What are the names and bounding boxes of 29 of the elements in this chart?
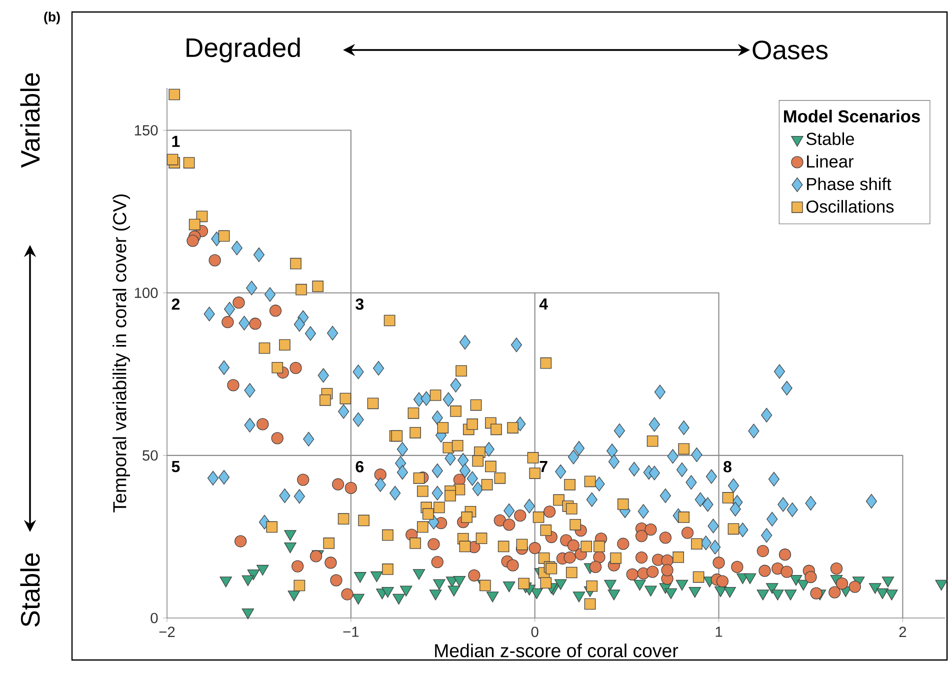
annotation: 4 <box>539 298 548 310</box>
annotation: 1 <box>172 136 180 147</box>
annotation: 3 <box>356 298 364 310</box>
text: Variable <box>20 73 40 168</box>
y-tick-label: 0 <box>150 612 158 624</box>
x-tick-label: −1 <box>343 626 359 637</box>
x-tick-label: 1 <box>716 626 722 637</box>
legend-label: Phase shift <box>807 177 892 190</box>
annotation: 5 <box>172 461 180 472</box>
legend-label: Stable <box>806 132 854 146</box>
y-tick-label: 150 <box>134 125 158 136</box>
annotation: 7 <box>540 461 548 472</box>
legend-label: Linear <box>807 154 854 168</box>
text: Degraded <box>186 38 300 62</box>
x-tick-label: 2 <box>899 626 906 637</box>
text: Stable <box>20 553 40 627</box>
legend-title: Model Scenarios <box>784 110 920 123</box>
x-tick-label: 0 <box>531 626 538 638</box>
text: (b) <box>44 12 60 24</box>
annotation: 2 <box>172 298 180 310</box>
legend-label: Oscillations <box>806 200 894 213</box>
text: Oases <box>752 40 828 60</box>
x-tick-label: −2 <box>159 626 175 637</box>
x-axis-title: Median z-score of coral cover <box>435 644 678 658</box>
annotation: 8 <box>724 461 732 472</box>
annotation: 6 <box>356 461 364 472</box>
y-tick-label: 100 <box>134 288 158 298</box>
y-tick-label: 50 <box>142 450 158 461</box>
y-axis-title: Temporal variability in coral cover (CV) <box>112 194 130 512</box>
